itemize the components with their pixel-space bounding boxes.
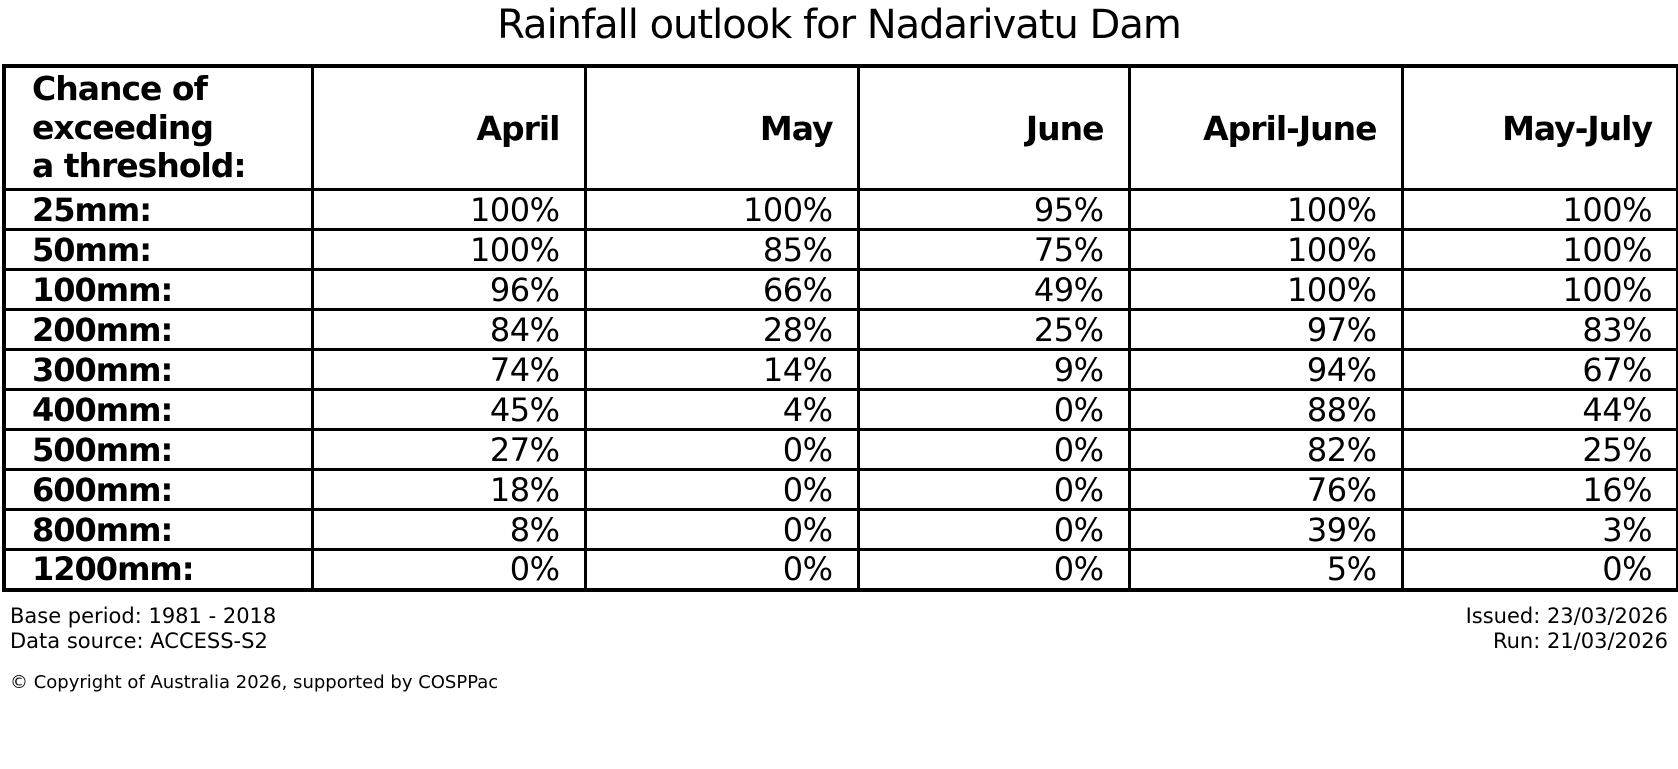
value-cell-june: 9% bbox=[856, 348, 1131, 391]
value-cell-may-july: 67% bbox=[1400, 348, 1678, 391]
table-body: 25mm: 100% 100% 95% 100% 100% 50mm: 100% 85% 75% 1… bbox=[2, 188, 1678, 591]
threshold-label: 500mm: bbox=[2, 428, 314, 471]
value-cell-june: 25% bbox=[856, 308, 1131, 351]
value-cell-may-july: 100% bbox=[1400, 268, 1678, 311]
value-cell-may: 0% bbox=[583, 428, 860, 471]
footer-issued: Issued: 23/03/2026 bbox=[1465, 603, 1668, 628]
threshold-row-1200mm: 1200mm: 0% 0% 0% 5% 0% bbox=[2, 548, 1678, 591]
header-row: Chance of exceeding a threshold: April Ma… bbox=[2, 64, 1678, 191]
value-cell-april: 96% bbox=[310, 268, 587, 311]
value-cell-april: 18% bbox=[310, 468, 587, 511]
threshold-label: 1200mm: bbox=[2, 548, 314, 591]
value-cell-may: 14% bbox=[583, 348, 860, 391]
value-cell-may: 0% bbox=[583, 468, 860, 511]
footer-data-source: Data source: ACCESS-S2 bbox=[10, 628, 268, 653]
threshold-label: 200mm: bbox=[2, 308, 314, 351]
value-cell-april-june: 82% bbox=[1127, 428, 1404, 471]
value-cell-may-july: 25% bbox=[1400, 428, 1678, 471]
value-cell-april: 74% bbox=[310, 348, 587, 391]
value-cell-april-june: 76% bbox=[1127, 468, 1404, 511]
value-cell-april-june: 39% bbox=[1127, 508, 1404, 551]
value-cell-may: 4% bbox=[583, 388, 860, 431]
value-cell-may-july: 100% bbox=[1400, 188, 1678, 231]
corner-header: Chance of exceeding a threshold: bbox=[2, 64, 314, 191]
threshold-row-25mm: 25mm: 100% 100% 95% 100% 100% bbox=[2, 188, 1678, 231]
value-cell-may: 85% bbox=[583, 228, 860, 271]
footer-copyright: © Copyright of Australia 2026, supported… bbox=[10, 671, 499, 693]
value-cell-may-july: 100% bbox=[1400, 228, 1678, 271]
value-cell-may-july: 16% bbox=[1400, 468, 1678, 511]
table-header: Chance of exceeding a threshold: April Ma… bbox=[2, 64, 1678, 191]
value-cell-june: 95% bbox=[856, 188, 1131, 231]
value-cell-may-july: 3% bbox=[1400, 508, 1678, 551]
value-cell-june: 0% bbox=[856, 548, 1131, 591]
footer-right: Issued: 23/03/2026 Run: 21/03/2026 bbox=[1466, 604, 1668, 654]
threshold-row-300mm: 300mm: 74% 14% 9% 94% 67% bbox=[2, 348, 1678, 391]
value-cell-april: 100% bbox=[310, 228, 587, 271]
threshold-label: 50mm: bbox=[2, 228, 314, 271]
value-cell-april-june: 100% bbox=[1127, 228, 1404, 271]
value-cell-may: 0% bbox=[583, 548, 860, 591]
column-header-april: April bbox=[310, 64, 587, 191]
value-cell-june: 0% bbox=[856, 388, 1131, 431]
page-title: Rainfall outlook for Nadarivatu Dam bbox=[497, 2, 1182, 48]
value-cell-may: 100% bbox=[583, 188, 860, 231]
value-cell-may: 0% bbox=[583, 508, 860, 551]
value-cell-april-june: 88% bbox=[1127, 388, 1404, 431]
value-cell-april: 27% bbox=[310, 428, 587, 471]
value-cell-april-june: 100% bbox=[1127, 188, 1404, 231]
value-cell-april: 0% bbox=[310, 548, 587, 591]
column-header-june: June bbox=[856, 64, 1131, 191]
value-cell-may-july: 83% bbox=[1400, 308, 1678, 351]
threshold-label: 300mm: bbox=[2, 348, 314, 391]
threshold-label: 25mm: bbox=[2, 188, 314, 231]
value-cell-june: 0% bbox=[856, 428, 1131, 471]
column-header-may-july: May-July bbox=[1400, 64, 1678, 191]
value-cell-april-june: 94% bbox=[1127, 348, 1404, 391]
threshold-row-400mm: 400mm: 45% 4% 0% 88% 44% bbox=[2, 388, 1678, 431]
threshold-row-600mm: 600mm: 18% 0% 0% 76% 16% bbox=[2, 468, 1678, 511]
value-cell-may-july: 44% bbox=[1400, 388, 1678, 431]
value-cell-april: 45% bbox=[310, 388, 587, 431]
footer-run: Run: 21/03/2026 bbox=[1492, 628, 1668, 653]
value-cell-april-june: 97% bbox=[1127, 308, 1404, 351]
value-cell-april-june: 5% bbox=[1127, 548, 1404, 591]
footer-left: Base period: 1981 - 2018 Data source: AC… bbox=[10, 604, 276, 654]
value-cell-april: 8% bbox=[310, 508, 587, 551]
threshold-row-200mm: 200mm: 84% 28% 25% 97% 83% bbox=[2, 308, 1678, 351]
value-cell-april: 84% bbox=[310, 308, 587, 351]
column-header-april-june: April-June bbox=[1127, 64, 1404, 191]
value-cell-june: 0% bbox=[856, 468, 1131, 511]
value-cell-june: 0% bbox=[856, 508, 1131, 551]
threshold-row-50mm: 50mm: 100% 85% 75% 100% 100% bbox=[2, 228, 1678, 271]
threshold-label: 600mm: bbox=[2, 468, 314, 511]
value-cell-may: 28% bbox=[583, 308, 860, 351]
rainfall-outlook-table: Chance of exceeding a threshold: April Ma… bbox=[2, 64, 1678, 592]
value-cell-june: 75% bbox=[856, 228, 1131, 271]
footer-base-period: Base period: 1981 - 2018 bbox=[10, 603, 277, 628]
value-cell-may: 66% bbox=[583, 268, 860, 311]
value-cell-june: 49% bbox=[856, 268, 1131, 311]
footer: Base period: 1981 - 2018 Data source: AC… bbox=[10, 604, 1668, 654]
threshold-label: 400mm: bbox=[2, 388, 314, 431]
threshold-row-800mm: 800mm: 8% 0% 0% 39% 3% bbox=[2, 508, 1678, 551]
threshold-row-100mm: 100mm: 96% 66% 49% 100% 100% bbox=[2, 268, 1678, 311]
threshold-label: 800mm: bbox=[2, 508, 314, 551]
threshold-row-500mm: 500mm: 27% 0% 0% 82% 25% bbox=[2, 428, 1678, 471]
value-cell-april-june: 100% bbox=[1127, 268, 1404, 311]
value-cell-april: 100% bbox=[310, 188, 587, 231]
column-header-may: May bbox=[583, 64, 860, 191]
threshold-label: 100mm: bbox=[2, 268, 314, 311]
value-cell-may-july: 0% bbox=[1400, 548, 1678, 591]
